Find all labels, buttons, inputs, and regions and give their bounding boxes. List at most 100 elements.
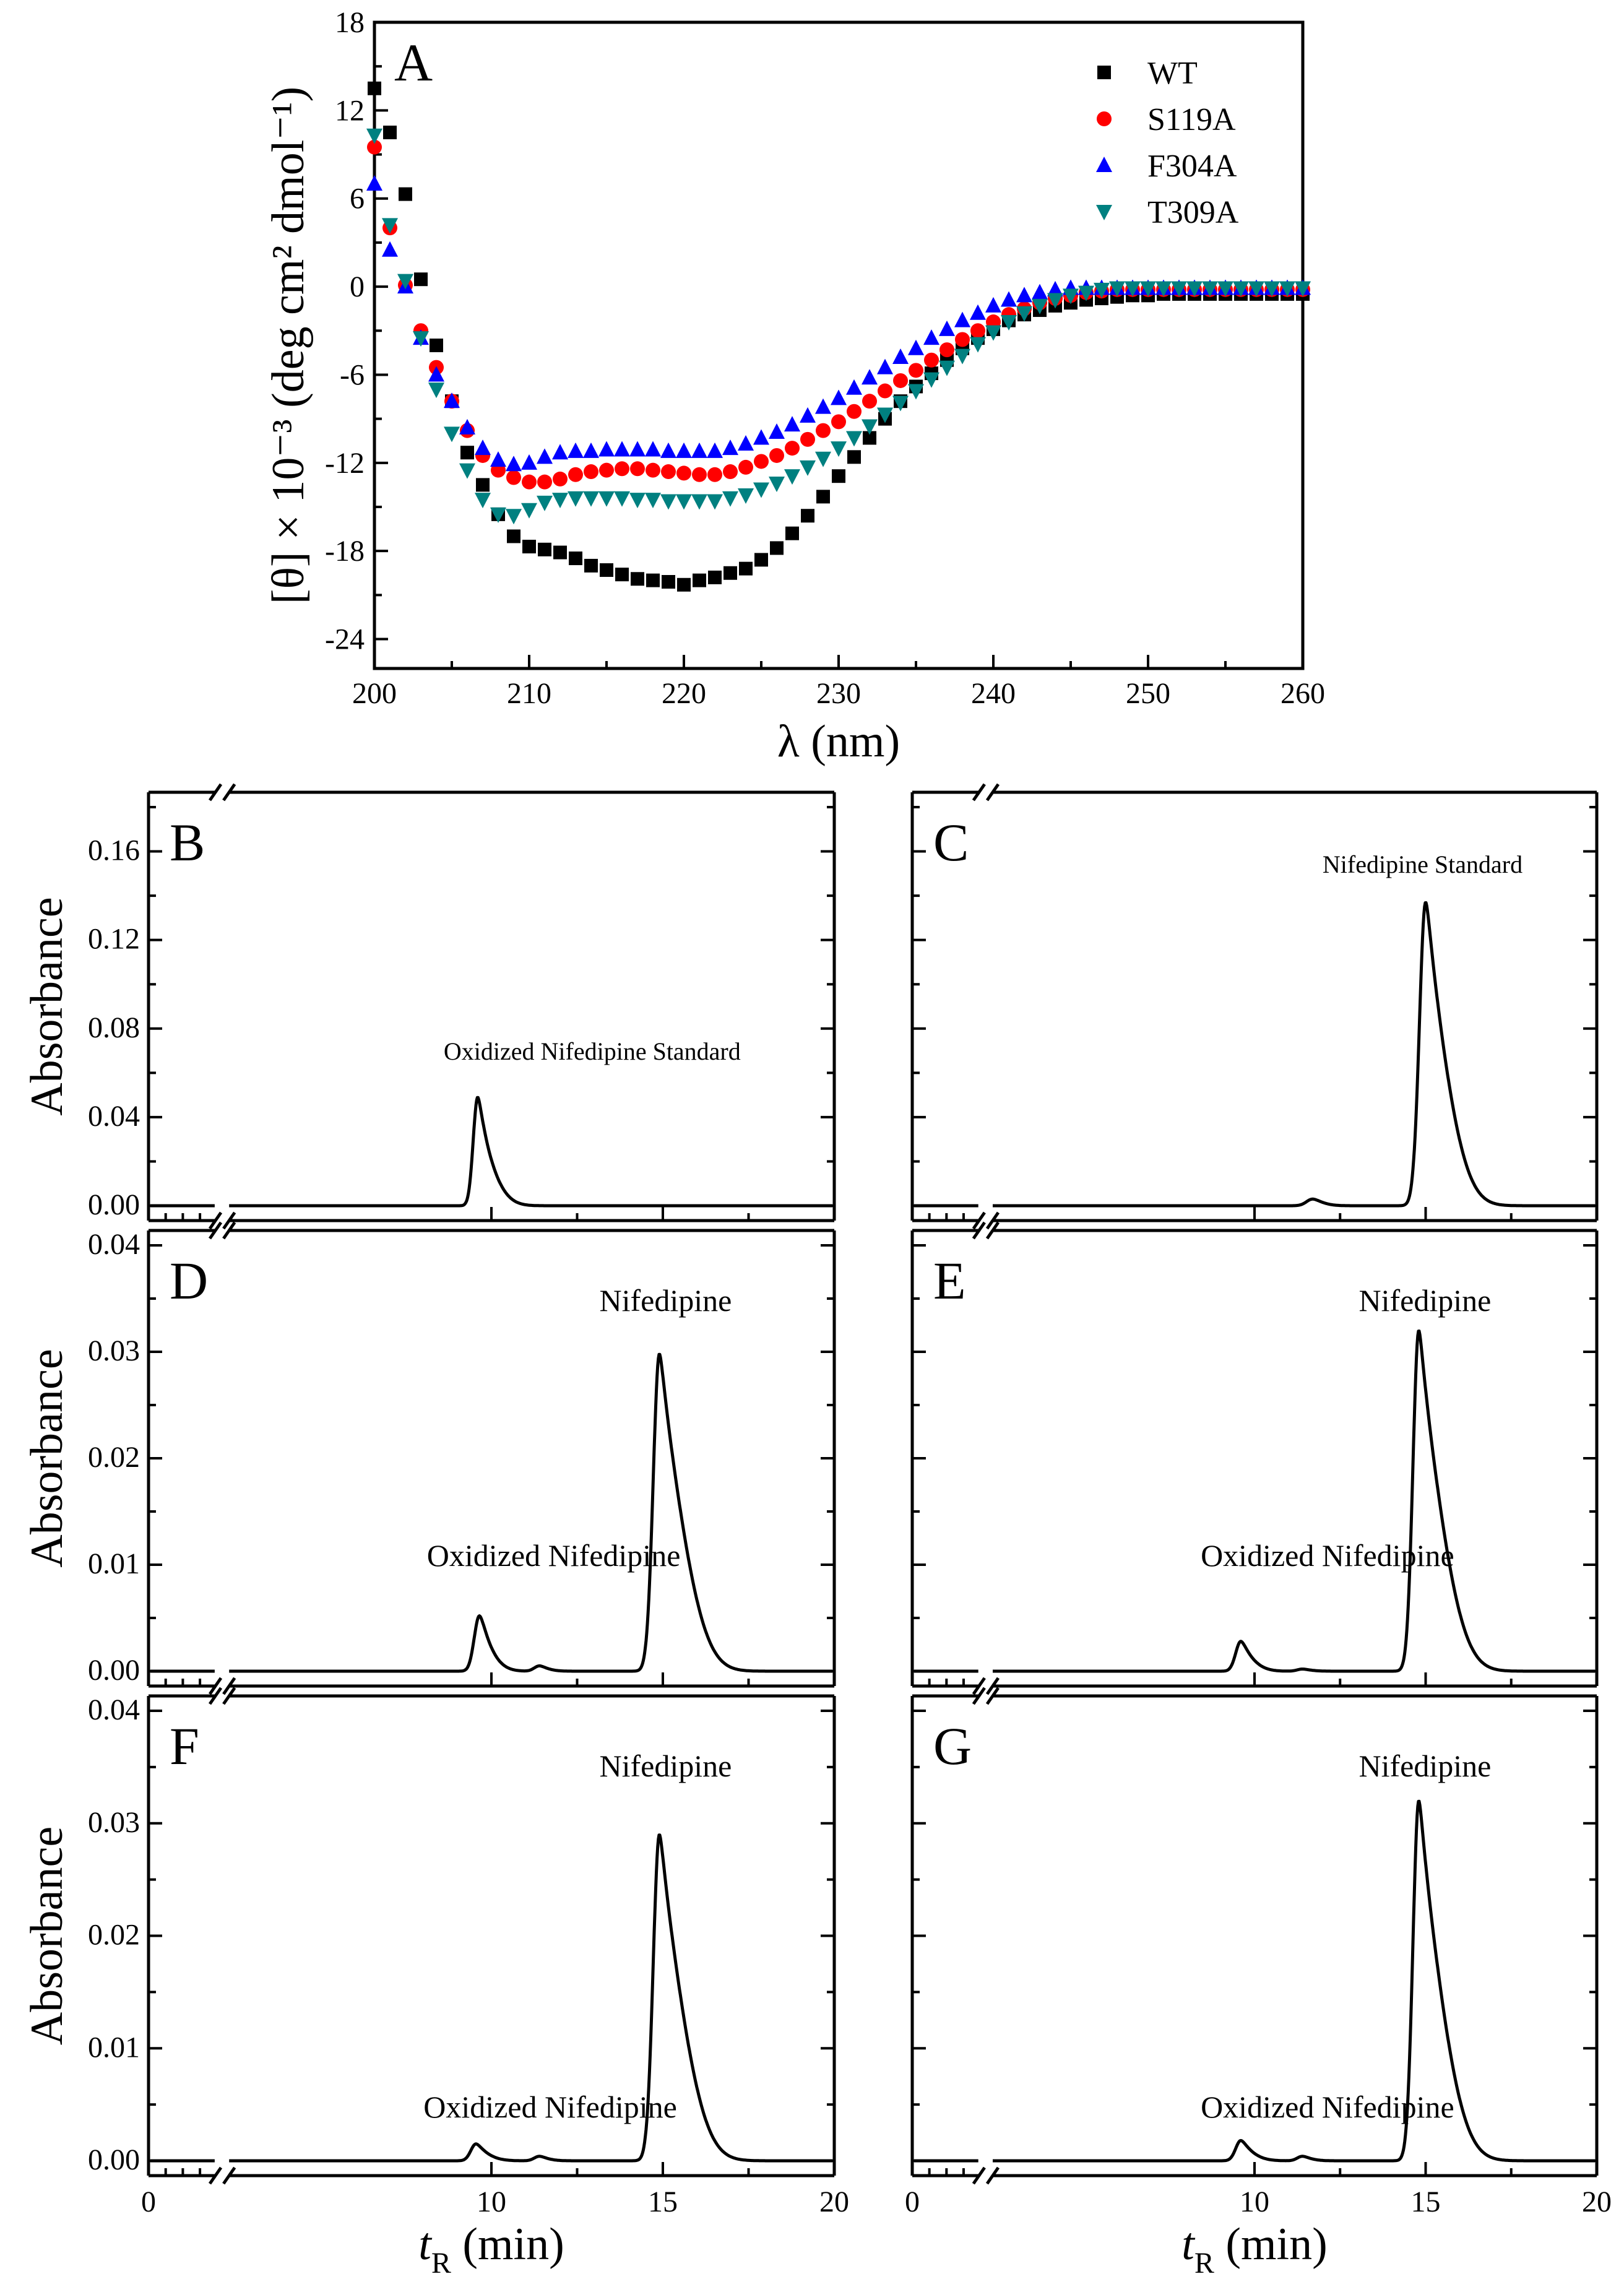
x-tick-label: 230 — [816, 677, 861, 710]
data-point-t309a — [1155, 281, 1172, 297]
y-axis-label: [θ] × 10⁻³ (deg cm² dmol⁻¹) — [263, 87, 314, 604]
data-point-s119a — [615, 461, 629, 477]
data-point-s119a — [676, 465, 691, 481]
x-tick-label: 220 — [662, 677, 706, 710]
data-point-s119a — [970, 323, 985, 339]
data-point-f304a — [537, 448, 553, 464]
y-tick-label: -24 — [325, 623, 365, 656]
data-point-wt — [615, 568, 629, 582]
data-point-f304a — [738, 435, 754, 451]
panel-c: Nifedipine Standard C — [910, 783, 1599, 1230]
data-point-s119a — [878, 383, 892, 399]
legend-label: T309A — [1147, 195, 1239, 230]
data-point-s119a — [723, 464, 738, 480]
peak-label: Oxidized Nifedipine — [1201, 1538, 1454, 1573]
panel-e: Oxidized Nifedipine Nifedipine E — [910, 1221, 1599, 1695]
data-point-f304a — [954, 311, 970, 327]
data-point-f304a — [614, 441, 630, 457]
y-tick-label: 0.03 — [88, 1334, 140, 1367]
data-point-wt — [785, 526, 799, 540]
x-tick-label: 10 — [1240, 2186, 1269, 2218]
data-point-f304a — [862, 369, 878, 385]
data-point-f304a — [444, 392, 460, 409]
data-point-t309a — [521, 503, 537, 519]
data-point-f304a — [815, 398, 831, 414]
y-axis-label: Absorbance — [22, 897, 72, 1115]
data-point-t309a — [1233, 281, 1249, 297]
data-point-s119a — [738, 459, 753, 475]
data-point-f304a — [382, 241, 398, 257]
data-point-f304a — [1016, 287, 1032, 303]
data-point-t309a — [598, 491, 615, 507]
data-point-t309a — [877, 407, 893, 423]
data-point-t309a — [506, 509, 522, 525]
panel-a: 200 210 220 230 240 250 260 -24 -18 -12 -6 0 6 12 18 WT… — [263, 6, 1325, 767]
x-axis-label-units: (min) — [1214, 2219, 1328, 2270]
data-point-t309a — [382, 218, 398, 234]
data-point-t309a — [707, 494, 723, 510]
data-point-t309a — [831, 441, 847, 457]
y-tick-label: 0.16 — [88, 834, 140, 867]
data-point-wt — [754, 553, 768, 567]
data-point-wt — [600, 563, 613, 577]
y-tick-label: -12 — [325, 447, 365, 480]
data-point-t309a — [459, 463, 475, 479]
x-tick-label: 15 — [648, 2186, 678, 2218]
y-tick-label: 6 — [350, 183, 365, 215]
x-axis-label: tR (min) — [418, 2219, 564, 2280]
axis-break-mark — [222, 1687, 236, 1705]
data-point-s119a — [692, 467, 707, 482]
data-point-t309a — [1171, 281, 1187, 297]
data-point-t309a — [1140, 281, 1156, 297]
data-point-wt — [507, 529, 520, 543]
data-point-wt — [708, 570, 722, 584]
data-point-wt — [584, 558, 598, 573]
x-tick-label: 210 — [507, 677, 551, 710]
x-tick-label: 15 — [1411, 2186, 1441, 2218]
data-point-s119a — [506, 470, 521, 485]
chromatogram-trace — [149, 1833, 834, 2163]
data-point-t309a — [1032, 298, 1048, 314]
data-point-t309a — [490, 507, 506, 523]
axis-break-mark — [985, 1687, 1000, 1705]
data-point-wt — [522, 540, 536, 554]
axis-break-mark — [222, 1677, 236, 1695]
data-point-wt — [847, 450, 861, 464]
data-point-s119a — [754, 454, 769, 469]
data-point-t309a — [1264, 281, 1280, 297]
data-point-s119a — [568, 467, 583, 482]
data-point-f304a — [629, 441, 646, 457]
y-tick-label: 18 — [335, 6, 365, 39]
data-point-wt — [476, 478, 490, 492]
data-point-s119a — [584, 464, 598, 480]
data-point-t309a — [1186, 281, 1203, 297]
peak-label: Oxidized Nifedipine — [1201, 2090, 1454, 2124]
data-point-t309a — [784, 469, 800, 485]
data-point-t309a — [1295, 281, 1311, 297]
axis-break-mark — [972, 1211, 986, 1230]
x-tick-label: 10 — [477, 2186, 506, 2218]
axis-break-mark — [222, 2166, 236, 2185]
data-point-f304a — [660, 442, 676, 458]
data-point-f304a — [1001, 291, 1017, 307]
data-point-t309a — [691, 494, 707, 510]
legend-marker-f304a — [1096, 157, 1112, 172]
panel-f: 0.00 0.01 0.02 0.03 0.04 Oxidized Nifedipine N… — [22, 1687, 849, 2280]
axis-break-mark — [985, 1211, 1000, 1230]
chromatogram-trace — [913, 1330, 1596, 1673]
peak-label: Nifedipine — [600, 1749, 732, 1783]
data-point-t309a — [1047, 293, 1063, 309]
chromatogram-trace — [149, 1096, 834, 1208]
data-point-t309a — [428, 383, 444, 399]
data-point-f304a — [892, 348, 909, 364]
data-point-wt — [631, 572, 644, 586]
legend-label: F304A — [1147, 149, 1237, 184]
peak-label: Oxidized Nifedipine Standard — [444, 1037, 741, 1065]
data-point-t309a — [568, 491, 584, 507]
data-point-s119a — [630, 461, 645, 477]
data-point-t309a — [660, 494, 676, 510]
data-point-t309a — [1125, 281, 1141, 297]
data-point-t309a — [397, 274, 413, 290]
